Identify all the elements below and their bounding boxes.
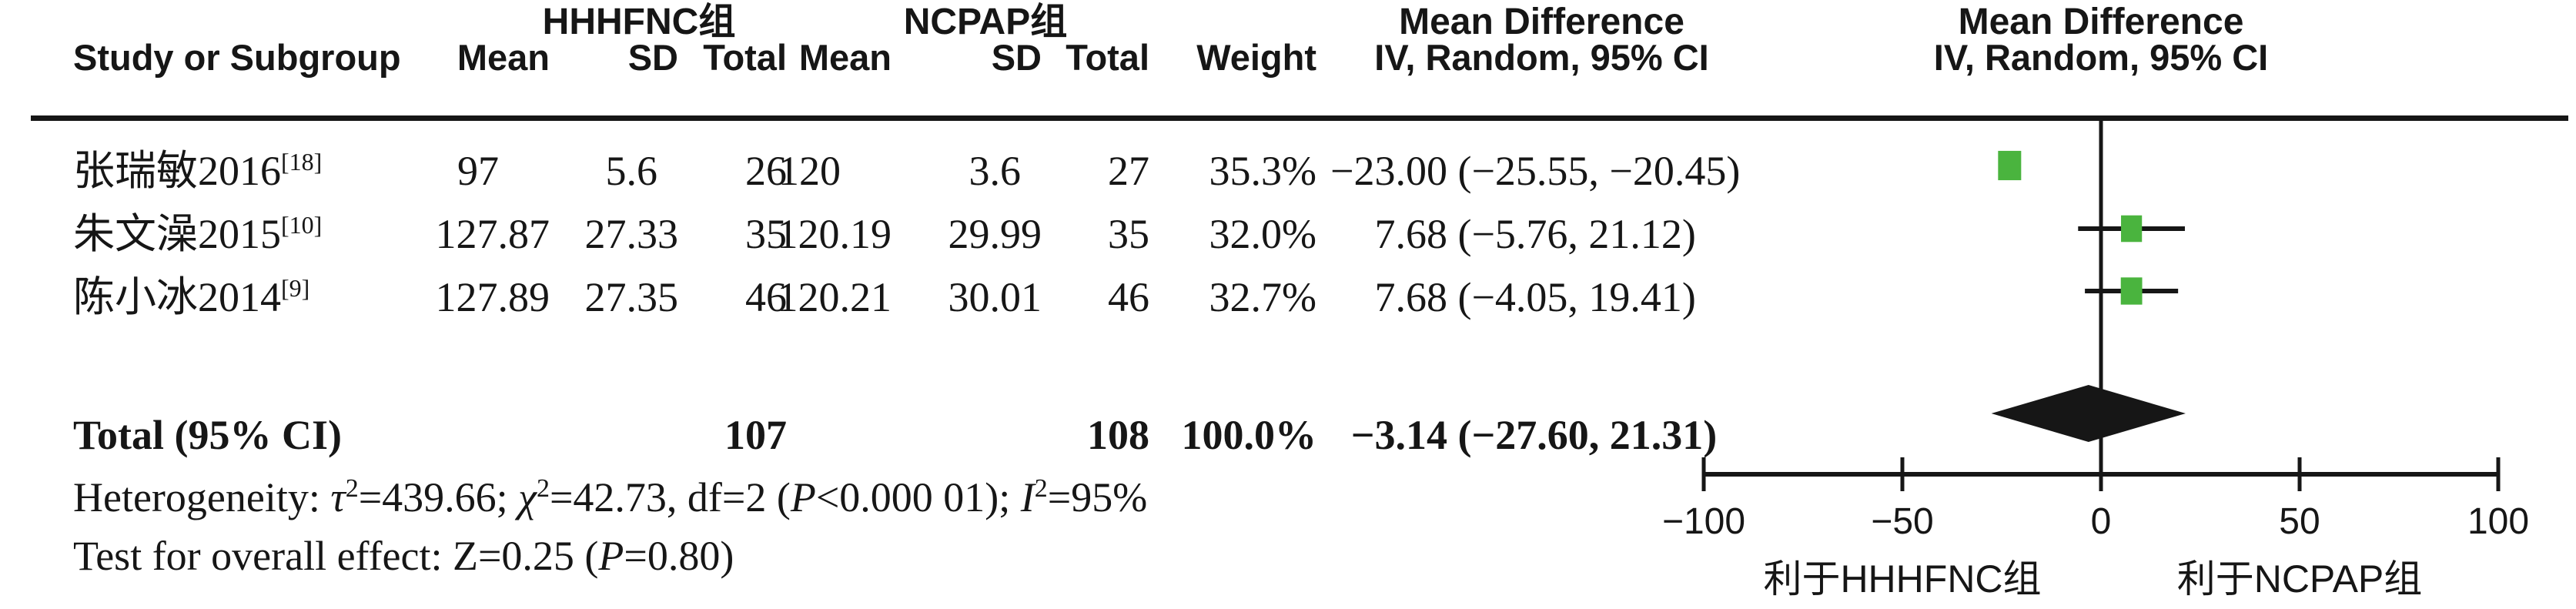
- total-md-ci: −3.14 (−27.60, 21.31): [1350, 412, 1718, 458]
- heterogeneity-line: Heterogeneity: τ2=439.66; χ2=42.73, df=2…: [73, 474, 1148, 520]
- favours-right-label: 利于NCPAP组: [2176, 557, 2423, 601]
- cell-weight: 32.0%: [1209, 211, 1316, 257]
- axis-tick-label: −100: [1661, 501, 1746, 542]
- total-total2: 108: [1087, 412, 1149, 458]
- cell-sd2: 3.6: [969, 148, 1022, 194]
- col-header-mean1: Mean: [457, 37, 550, 78]
- cell-weight: 35.3%: [1209, 148, 1316, 194]
- col-header-sd2: SD: [991, 37, 1042, 78]
- cell-total2: 46: [1108, 274, 1149, 320]
- cell-sd2: 29.99: [948, 211, 1042, 257]
- cell-total1: 35: [745, 211, 787, 257]
- md-column-header-line1: Mean Difference: [1399, 2, 1684, 42]
- study-label: 陈小冰2014[9]: [73, 274, 310, 320]
- study-reference: [9]: [281, 274, 310, 302]
- axis-tick-label: −50: [1871, 501, 1934, 542]
- md-plot-header-line2: IV, Random, 95% CI: [1933, 37, 2269, 78]
- col-header-sd1: SD: [627, 37, 678, 78]
- total-weight: 100.0%: [1181, 412, 1317, 458]
- cell-mean2: 120.21: [777, 274, 892, 320]
- header-divider-rule: [31, 115, 2568, 121]
- col-header-study: Study or Subgroup: [73, 37, 401, 78]
- cell-md-ci: −23.00 (−25.55, −20.45): [1330, 148, 1741, 194]
- study-reference: [10]: [281, 211, 323, 239]
- study-label: 张瑞敏2016[18]: [73, 148, 323, 194]
- cell-sd2: 30.01: [948, 274, 1042, 320]
- cell-mean1: 97: [457, 148, 499, 194]
- col-header-mean2: Mean: [798, 37, 892, 78]
- forest-square: [2120, 277, 2143, 305]
- cell-md-ci: 7.68 (−4.05, 19.41): [1374, 274, 1696, 320]
- cell-total1: 46: [745, 274, 787, 320]
- table-row: 朱文澡2015[10] 127.87 27.33 35 120.19 29.99…: [0, 210, 2576, 258]
- cell-weight: 32.7%: [1209, 274, 1316, 320]
- overall-effect-line: Test for overall effect: Z=0.25 (P=0.80): [73, 533, 734, 579]
- cell-md-ci: 7.68 (−5.76, 21.12): [1374, 211, 1696, 257]
- total-row: Total (95% CI) 107 108 100.0% −3.14 (−27…: [0, 411, 2576, 459]
- table-row: 陈小冰2014[9] 127.89 27.35 46 120.21 30.01 …: [0, 273, 2576, 321]
- axis-tick-label: 0: [2090, 501, 2112, 542]
- total-total1: 107: [724, 412, 787, 458]
- cell-mean2: 120.19: [777, 211, 892, 257]
- forest-square: [2121, 215, 2143, 243]
- study-label: 朱文澡2015[10]: [73, 211, 323, 257]
- axis-tick-label: 50: [2279, 501, 2320, 542]
- axis-tick-label: 100: [2467, 501, 2530, 542]
- col-header-weight: Weight: [1196, 37, 1316, 78]
- group2-header: NCPAP组: [903, 2, 1068, 42]
- cell-mean1: 127.87: [435, 211, 550, 257]
- cell-total2: 27: [1108, 148, 1149, 194]
- cell-total2: 35: [1108, 211, 1149, 257]
- md-column-header-line2: IV, Random, 95% CI: [1374, 37, 1709, 78]
- md-plot-header-line1: Mean Difference: [1958, 2, 2244, 42]
- forest-square: [1998, 150, 2022, 181]
- col-header-total1: Total: [703, 37, 787, 78]
- cell-sd1: 27.35: [584, 274, 679, 320]
- group1-header: HHHFNC组: [542, 2, 736, 42]
- summary-diamond: [1991, 385, 2186, 442]
- study-reference: [18]: [281, 148, 323, 176]
- cell-sd1: 5.6: [605, 148, 658, 194]
- col-header-total2: Total: [1066, 37, 1149, 78]
- cell-sd1: 27.33: [584, 211, 679, 257]
- table-row: 张瑞敏2016[18] 97 5.6 26 120 3.6 27 35.3% −…: [0, 147, 2576, 195]
- favours-left-label: 利于HHHFNC组: [1763, 557, 2042, 601]
- cell-mean2: 120: [778, 148, 841, 194]
- cell-total1: 26: [745, 148, 787, 194]
- cell-mean1: 127.89: [435, 274, 550, 320]
- total-label: Total (95% CI): [73, 412, 343, 458]
